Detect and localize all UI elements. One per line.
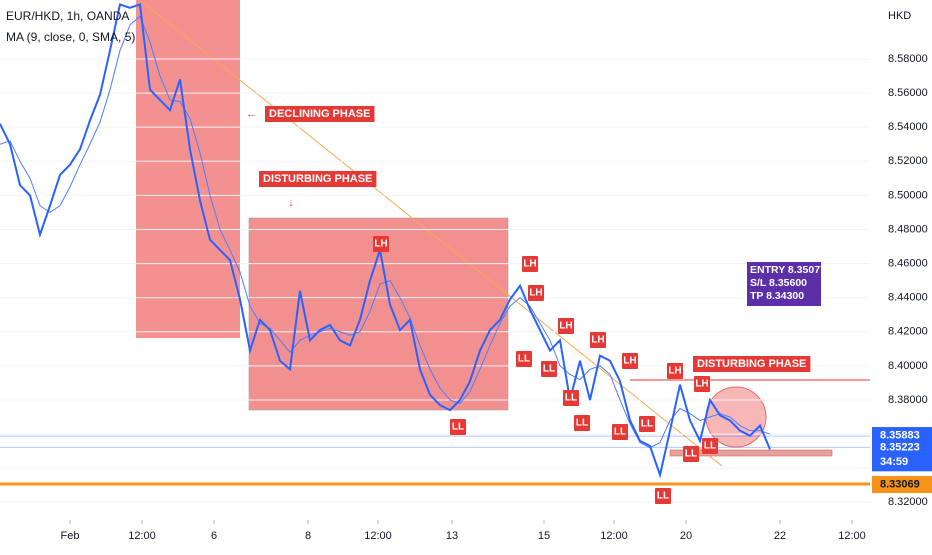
swing-box — [683, 446, 699, 462]
swing-box — [450, 419, 466, 435]
x-tick-label: 22 — [774, 530, 786, 542]
trade-text: ENTRY 8.35077 — [750, 264, 826, 276]
swing-label: LH — [623, 356, 636, 367]
time-axis — [0, 520, 870, 550]
phase-label: DISTURBING PHASE — [263, 173, 372, 185]
drawings: ← ↓ — [136, 0, 870, 467]
price-tag-label: 8.33069 — [880, 478, 920, 490]
x-tick-label: 12:00 — [838, 530, 866, 542]
y-tick-label: 8.50000 — [888, 189, 928, 201]
phase-box — [265, 106, 375, 122]
price-tag — [872, 476, 932, 494]
indicator-label: MA (9, close, 0, SMA, 5) — [6, 30, 135, 44]
swing-box — [541, 361, 557, 377]
swing-label: LL — [704, 441, 716, 452]
phase-label: DISTURBING PHASE — [697, 358, 806, 370]
x-tick-label: 13 — [446, 530, 458, 542]
swing-box — [702, 438, 718, 454]
y-tick-label: 8.52000 — [888, 155, 928, 167]
y-tick-label: 8.44000 — [888, 292, 928, 304]
swing-label: LL — [685, 449, 697, 460]
swing-label: LH — [374, 239, 387, 250]
x-tick-label: 12:00 — [600, 530, 628, 542]
trend-line — [139, 0, 723, 467]
swing-label: LL — [657, 491, 669, 502]
y-tick-label: 8.40000 — [888, 360, 928, 372]
swing-box — [522, 256, 538, 272]
swing-box — [655, 488, 671, 504]
y-tick-label: 8.42000 — [888, 326, 928, 338]
swing-label: LL — [614, 427, 626, 438]
x-tick-label: 20 — [680, 530, 692, 542]
arrow: ← — [246, 108, 257, 120]
trade-text: S/L 8.35600 — [750, 277, 807, 289]
price-tag-label: 8.35883 — [880, 429, 920, 441]
trade-text: TP 8.34300 — [750, 290, 804, 302]
swing-box — [667, 363, 683, 379]
swing-box — [563, 390, 579, 406]
swing-box — [373, 236, 389, 252]
y-tick-label: 8.46000 — [888, 257, 928, 269]
swing-box — [528, 285, 544, 301]
swing-box — [558, 318, 574, 334]
arrow: ↓ — [288, 197, 294, 209]
phase-box — [693, 356, 811, 372]
phase-label: DECLINING PHASE — [269, 108, 370, 120]
swing-label: LH — [529, 288, 542, 299]
x-tick-label: 6 — [211, 530, 217, 542]
y-tick-label: 8.54000 — [888, 121, 928, 133]
swing-box — [694, 376, 710, 392]
phase-box — [259, 171, 377, 187]
series — [0, 3, 870, 503]
swing-box — [639, 416, 655, 432]
swing-box — [574, 415, 590, 431]
x-tick-label: Feb — [61, 530, 80, 542]
swing-box — [516, 351, 532, 367]
swing-label: LH — [668, 366, 681, 377]
swing-label: LL — [576, 418, 588, 429]
labels: DECLINING PHASE DISTURBING PHASE DISTURBIN… — [259, 106, 826, 504]
x-tick-label: 15 — [538, 530, 550, 542]
price-tag — [872, 439, 932, 472]
currency: HKD — [888, 10, 911, 22]
y-tick-label: 8.32000 — [888, 496, 928, 508]
declining-zone — [136, 0, 240, 338]
swing-label: LH — [559, 321, 572, 332]
price-line — [0, 3, 771, 479]
swing-box — [590, 332, 606, 348]
x-tick-label: 12:00 — [364, 530, 392, 542]
countdown: 34:59 — [880, 456, 908, 468]
swing-label: LL — [565, 393, 577, 404]
swing-label: LL — [518, 354, 530, 365]
swing-label: LH — [591, 335, 604, 346]
y-tick-label: 8.38000 — [888, 394, 928, 406]
price-tag-label: 8.35223 — [880, 442, 920, 454]
y-tick-label: 8.48000 — [888, 223, 928, 235]
swing-label: LL — [641, 419, 653, 430]
swing-box — [612, 424, 628, 440]
target-zone — [669, 449, 833, 457]
x-tick-label: 8 — [305, 530, 311, 542]
swing-box — [622, 353, 638, 369]
y-tick-label: 8.56000 — [888, 87, 928, 99]
swing-label: LL — [452, 422, 464, 433]
y-tick-label: 8.58000 — [888, 53, 928, 65]
chart-title: EUR/HKD, 1h, OANDA — [6, 9, 129, 23]
swing-label: LL — [543, 364, 555, 375]
trade-box — [747, 262, 821, 306]
swing-label: LH — [523, 259, 536, 270]
x-tick-label: 12:00 — [128, 530, 156, 542]
swing-label: LH — [695, 379, 708, 390]
